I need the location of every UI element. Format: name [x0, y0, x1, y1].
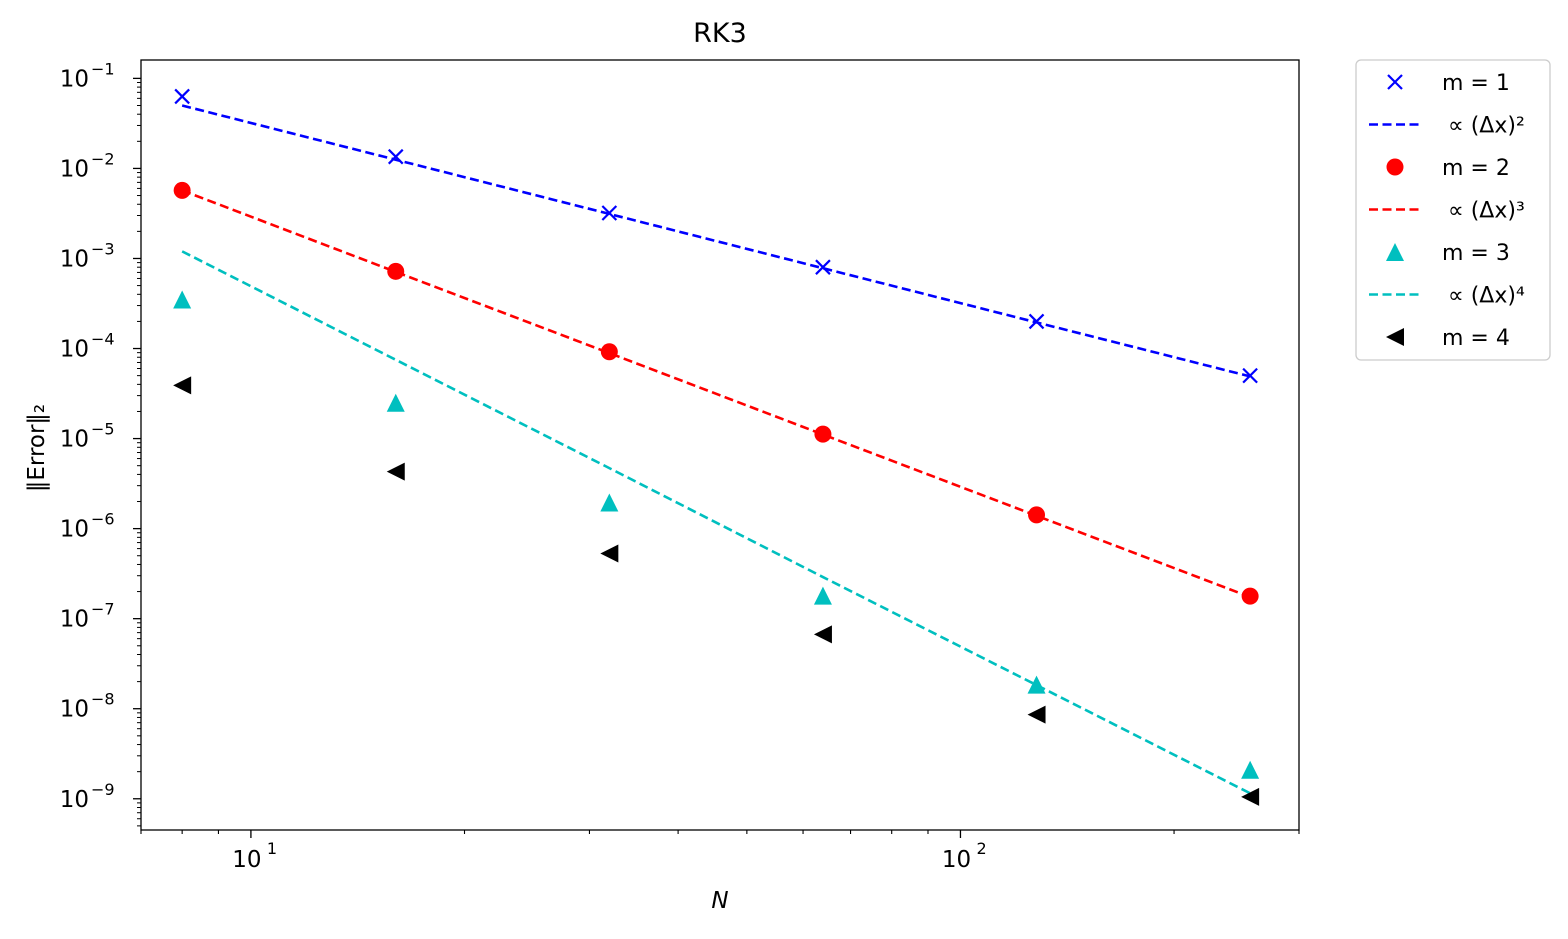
legend-label: ∝ (Δx)³	[1448, 199, 1525, 224]
y-tick-label: 10 −8	[60, 690, 115, 723]
y-tick-exp: −1	[91, 59, 115, 78]
x-minor-ticks	[140, 830, 1300, 834]
legend: m = 1 ∝ (Δx)² m = 2 ∝ (Δx)³ m = 3 ∝ (Δx)⁴ m = …	[1355, 59, 1551, 361]
legend-label: ∝ (Δx)⁴	[1448, 284, 1525, 309]
chart-title: RK3	[693, 18, 747, 49]
y-tick-base: 10	[60, 156, 89, 182]
legend-box	[1355, 59, 1551, 361]
data-point	[1027, 675, 1046, 694]
legend-entry-4: m = 3	[1386, 241, 1510, 266]
legend-entry-5: ∝ (Δx)⁴	[1369, 284, 1525, 309]
series-line	[181, 250, 1251, 795]
data-point	[1028, 506, 1046, 524]
y-tick-exp: −6	[91, 510, 115, 529]
y-tick-label: 10 −7	[60, 600, 115, 633]
legend-entry-0: m = 1	[1387, 71, 1510, 96]
y-tick-base: 10	[60, 697, 89, 723]
plot-area: 10 1 10 210 −110 −210 −310 −410 −510 −610 −710 −810…	[60, 59, 1300, 873]
data-point	[386, 462, 405, 481]
y-tick-base: 10	[60, 246, 89, 272]
data-point	[815, 259, 831, 275]
data-point	[600, 544, 619, 563]
y-tick-exp: −5	[91, 420, 115, 439]
y-tick-base: 10	[60, 787, 89, 813]
data-point	[173, 376, 192, 395]
y-tick-exp: −8	[91, 690, 115, 709]
legend-marker-swatch	[1386, 328, 1404, 346]
data-point	[173, 290, 192, 309]
x-axis-title: N	[711, 888, 728, 914]
legend-entry-2: m = 2	[1386, 156, 1510, 181]
y-tick-base: 10	[60, 66, 89, 92]
y-tick-label: 10 −4	[60, 330, 115, 363]
legend-label: ∝ (Δx)²	[1448, 114, 1525, 139]
series-3	[181, 189, 1251, 599]
x-tick-label: 10 1	[232, 839, 277, 873]
y-tick-exp: −3	[91, 239, 115, 258]
x-tick-label: 10 2	[942, 839, 987, 873]
y-tick-base: 10	[60, 427, 89, 453]
y-axis-title: ‖Error‖₂	[24, 404, 50, 492]
y-tick-label: 10 −1	[60, 59, 115, 92]
data-point	[1241, 787, 1260, 806]
data-point	[387, 148, 404, 165]
y-tick-exp: −4	[91, 330, 115, 349]
y-tick-exp: −9	[91, 780, 115, 799]
y-tick-label: 10 −2	[60, 149, 115, 182]
legend-entry-6: m = 4	[1386, 326, 1510, 351]
series-line	[181, 104, 1251, 378]
data-point	[813, 625, 832, 644]
legend-label: m = 1	[1442, 71, 1510, 96]
data-point	[387, 262, 405, 280]
data-point	[174, 88, 190, 105]
x-tick-base: 10	[232, 847, 261, 873]
x-tick-base: 10	[942, 847, 971, 873]
data-point	[814, 425, 832, 443]
plot-frame	[140, 59, 1300, 831]
legend-entry-1: ∝ (Δx)²	[1369, 114, 1525, 139]
y-tick-label: 10 −3	[60, 239, 115, 272]
y-tick-base: 10	[60, 517, 89, 543]
data-point	[1027, 705, 1046, 724]
data-point	[386, 393, 405, 412]
y-tick-base: 10	[60, 607, 89, 633]
data-point	[600, 493, 619, 512]
y-minor-ticks	[137, 82, 141, 827]
data-point	[1241, 760, 1260, 779]
legend-marker-swatch	[1386, 158, 1404, 176]
y-tick-label: 10 −6	[60, 510, 115, 543]
series-5	[181, 250, 1251, 795]
legend-marker-swatch	[1386, 243, 1404, 261]
legend-label: m = 4	[1442, 326, 1510, 351]
y-tick-label: 10 −5	[60, 420, 115, 453]
legend-entry-3: ∝ (Δx)³	[1369, 199, 1525, 224]
series-line	[181, 189, 1251, 599]
series-4	[173, 290, 1260, 779]
y-tick-exp: −7	[91, 600, 115, 619]
x-tick-exp: 2	[976, 839, 986, 858]
y-tick-label: 10 −9	[60, 780, 115, 813]
legend-label: m = 2	[1442, 156, 1510, 181]
y-tick-exp: −2	[91, 149, 115, 168]
x-tick-exp: 1	[267, 839, 277, 858]
series-1	[181, 104, 1251, 378]
series-6	[173, 376, 1260, 806]
y-tick-base: 10	[60, 337, 89, 363]
data-point	[813, 586, 832, 605]
legend-label: m = 3	[1442, 241, 1510, 266]
legend-marker-swatch	[1387, 74, 1403, 90]
series-0	[174, 88, 1258, 384]
